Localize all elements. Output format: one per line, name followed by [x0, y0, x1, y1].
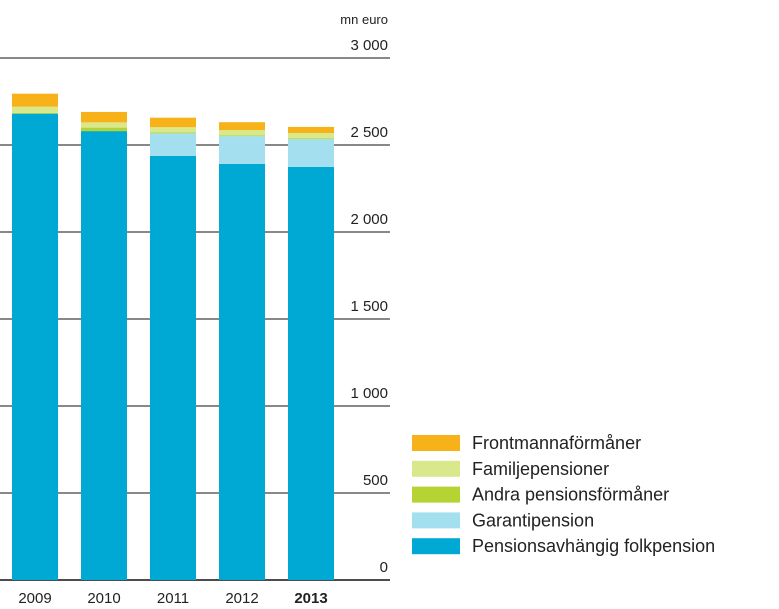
y-tick-label: 1 500 — [350, 298, 388, 315]
bar-segment — [219, 122, 265, 131]
legend-label: Pensionsavhängig folkpension — [472, 536, 715, 556]
bar-segment — [219, 130, 265, 136]
bar-segment — [150, 155, 196, 580]
bar-segment — [219, 136, 265, 164]
bar-segment — [150, 133, 196, 156]
y-tick-label: 2 000 — [350, 211, 388, 228]
y-tick-label: 2 500 — [350, 124, 388, 141]
x-tick-label: 2013 — [294, 590, 327, 607]
bar-segment — [12, 112, 58, 114]
legend-swatch — [412, 538, 460, 555]
bar-segment — [81, 127, 127, 132]
x-tick-label: 2011 — [157, 590, 189, 607]
x-tick-label: 2010 — [87, 590, 120, 607]
y-tick-label: 1 000 — [350, 385, 388, 402]
bar-segment — [219, 135, 265, 137]
unit-label: mn euro — [340, 12, 388, 27]
bar-segment — [81, 131, 127, 580]
bar-segment — [12, 113, 58, 581]
legend-swatch — [412, 435, 460, 451]
bar-segment — [219, 163, 265, 580]
x-tick-label: 2012 — [225, 590, 258, 607]
y-tick-label: 0 — [380, 559, 388, 576]
bar-segment — [288, 138, 334, 140]
bar-segment — [150, 117, 196, 128]
legend-swatch — [412, 486, 460, 503]
x-tick-label: 2009 — [18, 590, 51, 607]
bar-segment — [288, 166, 334, 580]
bar-segment — [288, 132, 334, 139]
bar-segment — [12, 93, 58, 107]
legend-swatch — [412, 512, 460, 529]
bar-segment — [288, 126, 334, 133]
bar-segment — [12, 106, 58, 113]
legend-label: Familjepensioner — [472, 459, 609, 479]
y-tick-label: 500 — [363, 472, 388, 489]
legend-label: Garantipension — [472, 510, 594, 530]
y-tick-label: 3 000 — [350, 37, 388, 54]
legend-label: Frontmannaförmåner — [472, 433, 641, 453]
bar-segment — [150, 127, 196, 133]
legend-swatch — [412, 460, 460, 477]
legend-label: Andra pensionsförmåner — [472, 485, 669, 505]
bar-segment — [288, 139, 334, 167]
bar-segment — [150, 132, 196, 134]
bar-segment — [81, 111, 127, 123]
bar-segment — [81, 122, 127, 128]
